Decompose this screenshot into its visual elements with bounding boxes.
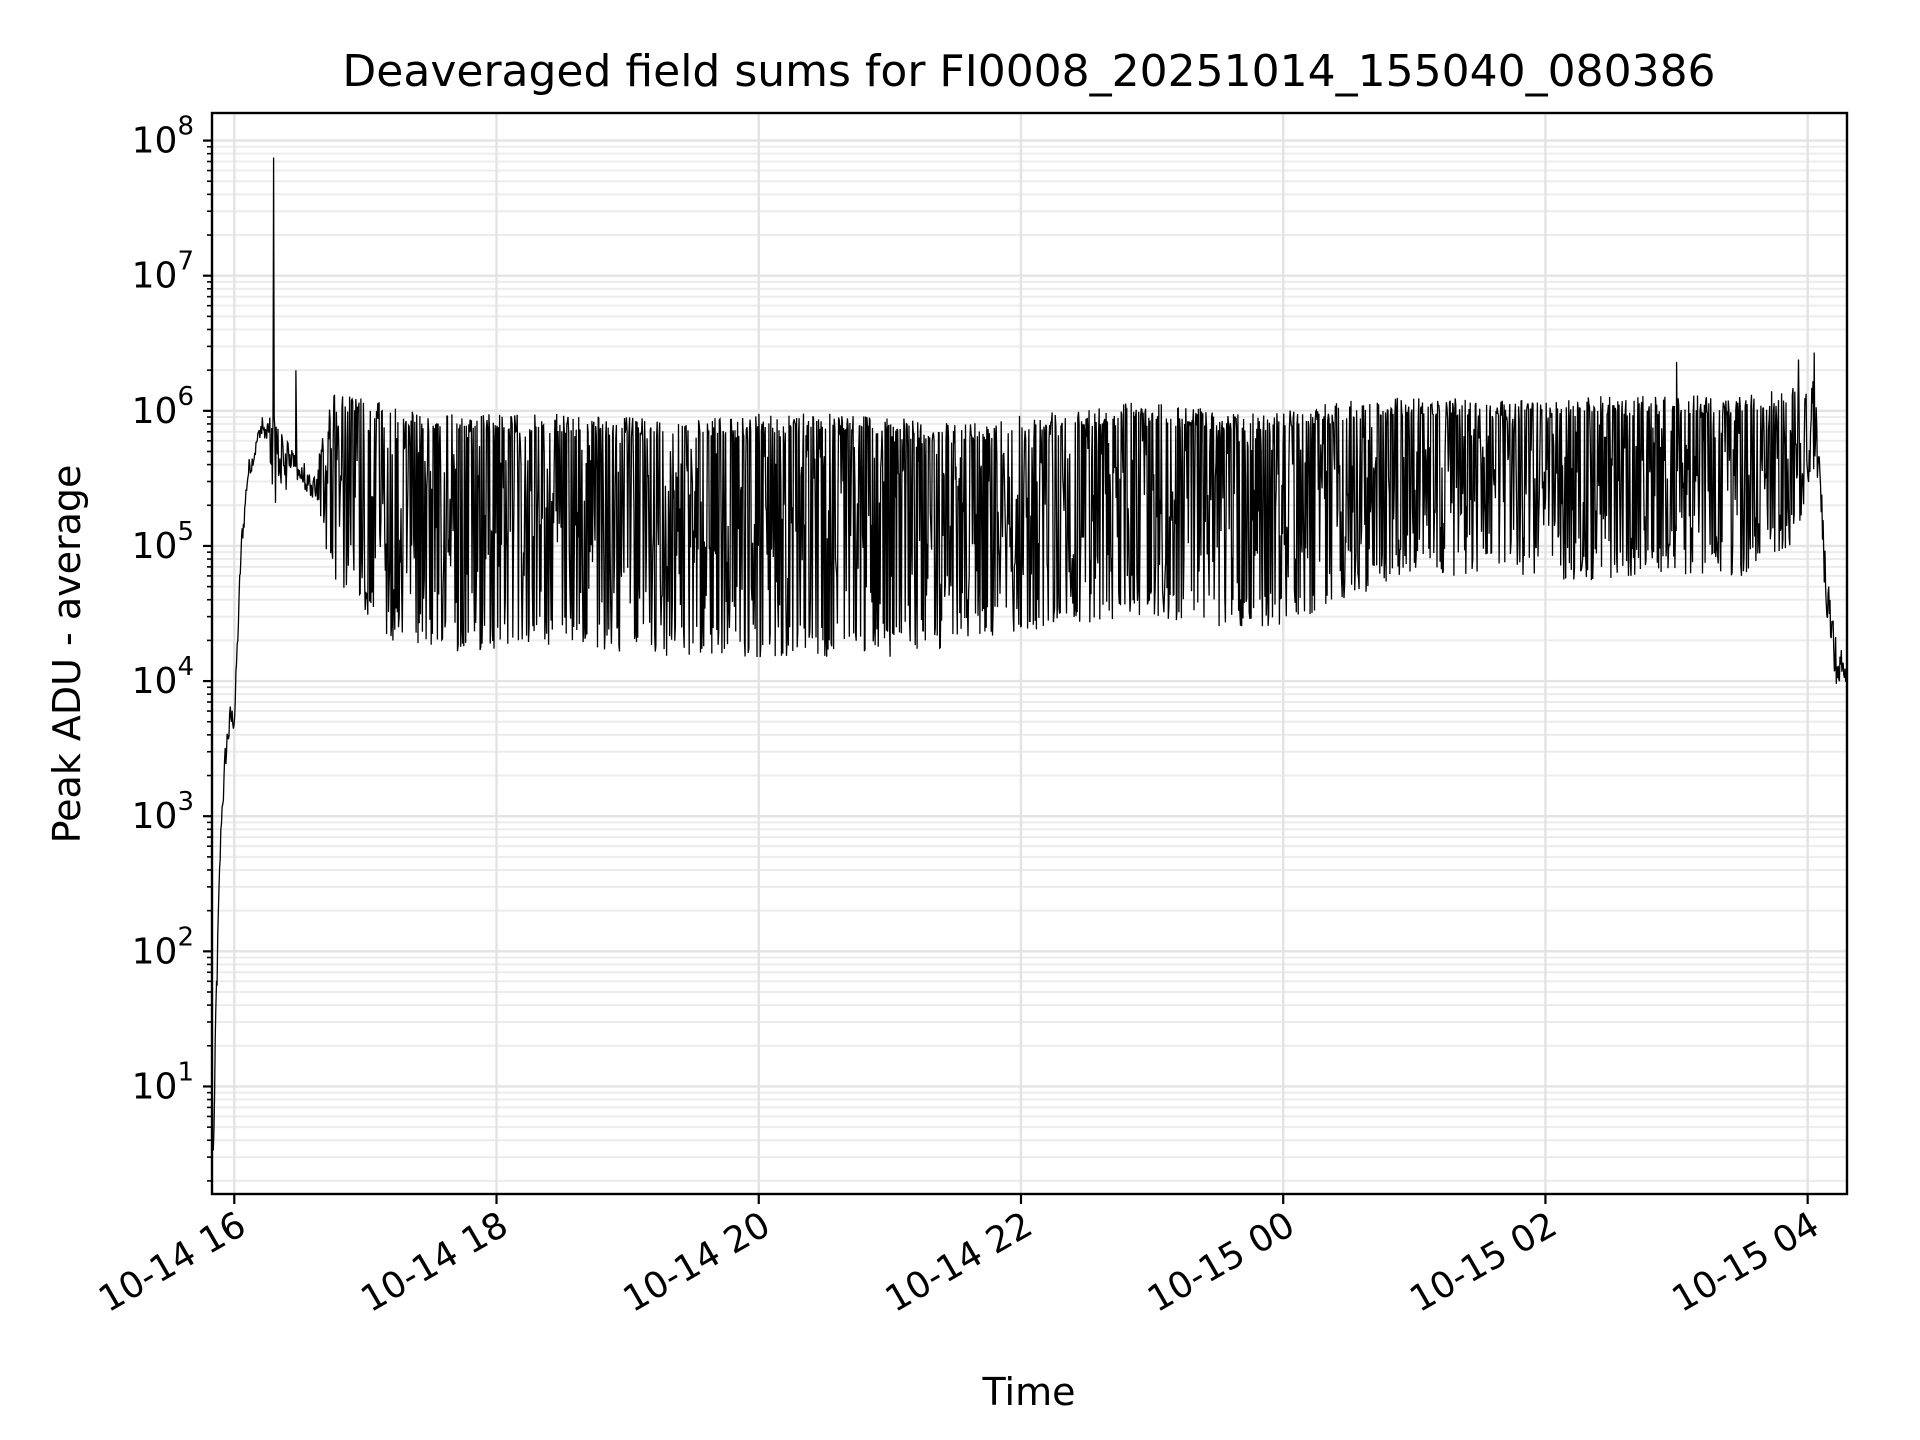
chart-title: Deaveraged field sums for FI0008_2025101… [342, 46, 1715, 97]
x-tick-label: 10-15 04 [1665, 1204, 1826, 1320]
x-tick-label: 10-14 20 [617, 1204, 778, 1320]
y-tick-label: 101 [132, 1057, 194, 1107]
series-layer [212, 157, 1847, 1151]
y-tick-label: 104 [132, 652, 194, 702]
y-axis-label: Peak ADU - average [45, 465, 89, 844]
grid-layer [212, 113, 1847, 1194]
plot-frame [210, 111, 1849, 1196]
y-tick-label: 105 [132, 517, 194, 567]
y-tick-label: 103 [132, 787, 194, 837]
x-tick-label: 10-14 22 [879, 1204, 1040, 1320]
x-axis-label: Time [982, 1370, 1076, 1414]
x-tick-label: 10-14 18 [354, 1204, 515, 1320]
x-tick-label: 10-14 16 [92, 1204, 253, 1320]
y-tick-label: 102 [132, 922, 194, 972]
x-tick-label: 10-15 00 [1141, 1204, 1302, 1320]
series-line [212, 157, 1847, 1151]
y-tick-label: 106 [132, 382, 194, 432]
y-tick-label: 107 [132, 247, 194, 297]
y-tick-label: 108 [132, 112, 194, 162]
x-tick-label: 10-15 02 [1403, 1204, 1564, 1320]
